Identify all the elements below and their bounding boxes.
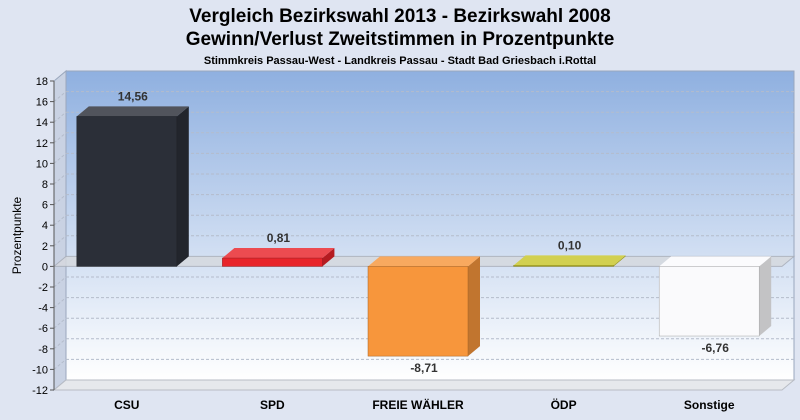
grid-line-side — [53, 338, 67, 350]
y-tick-label: 0 — [42, 261, 48, 273]
bar-freie-wähler — [367, 256, 480, 357]
x-category-label: ÖDP — [551, 397, 577, 412]
y-tick-label: 18 — [36, 76, 48, 88]
bar-side — [613, 255, 626, 267]
data-label: -8,71 — [410, 361, 438, 375]
bar-ödp — [513, 255, 626, 267]
y-tick-label: -4 — [38, 303, 48, 315]
y-tick-label: 8 — [42, 179, 48, 191]
bar-side — [759, 256, 772, 337]
grid-line-side — [53, 297, 67, 308]
data-label: 0,81 — [267, 231, 291, 245]
bar-top — [513, 255, 626, 266]
plot-floor — [52, 379, 796, 391]
grid-line-side — [53, 153, 67, 164]
bar-side — [322, 248, 335, 267]
y-tick-label: -10 — [32, 364, 48, 376]
y-tick-label: 4 — [42, 220, 48, 232]
grid-line-side — [53, 359, 67, 370]
bar-spd — [222, 248, 335, 267]
grid-line-side — [53, 91, 67, 102]
bar-top — [222, 248, 335, 259]
grid-line-side — [53, 276, 67, 288]
y-tick-label: -6 — [38, 323, 48, 335]
y-tick-label: 2 — [42, 241, 48, 253]
y-tick-label: -12 — [32, 385, 48, 397]
grid-line-side — [53, 317, 67, 329]
y-axis-title: Prozentpunkte — [10, 196, 24, 274]
bar-top — [368, 256, 480, 267]
data-label: 0,10 — [558, 238, 582, 252]
data-label: -6,76 — [702, 341, 730, 355]
bar-side — [176, 106, 189, 267]
plot-side-wall — [53, 69, 67, 392]
chart-title-line2: Gewinn/Verlust Zweitstimmen in Prozentpu… — [185, 29, 615, 50]
bar-front — [658, 266, 760, 337]
y-tick-label: 6 — [42, 200, 48, 212]
grid-line-side — [53, 132, 67, 144]
x-category-label: CSU — [114, 398, 139, 412]
bar-csu — [76, 106, 189, 267]
grid-line-side — [53, 194, 67, 205]
grid-line-side — [53, 173, 67, 185]
x-category-label: SPD — [260, 398, 285, 412]
bar-front — [76, 116, 178, 267]
bar-front — [222, 257, 323, 267]
bar-top — [659, 256, 772, 267]
bar-side — [468, 256, 480, 357]
y-tick-label: 12 — [36, 138, 48, 150]
grid-line-side — [53, 111, 67, 123]
bar-front — [367, 266, 469, 357]
y-tick-label: 10 — [36, 158, 48, 170]
y-tick-label: -2 — [38, 282, 48, 294]
y-tick-label: 14 — [36, 117, 48, 129]
bar-sonstige — [658, 256, 772, 337]
x-category-label: FREIE WÄHLER — [372, 397, 464, 412]
grid-line-side — [53, 214, 67, 226]
chart-subtitle: Stimmkreis Passau-West - Landkreis Passa… — [203, 55, 597, 67]
data-label: 14,56 — [118, 89, 148, 103]
chart-title: Vergleich Bezirkswahl 2013 - Bezirkswahl… — [189, 6, 611, 27]
bar-front — [513, 265, 614, 267]
y-tick-label: -8 — [38, 344, 48, 356]
y-tick-label: 16 — [36, 97, 48, 109]
bar-top — [76, 106, 189, 117]
x-category-label: Sonstige — [684, 398, 735, 412]
grid-line-side — [53, 235, 67, 247]
